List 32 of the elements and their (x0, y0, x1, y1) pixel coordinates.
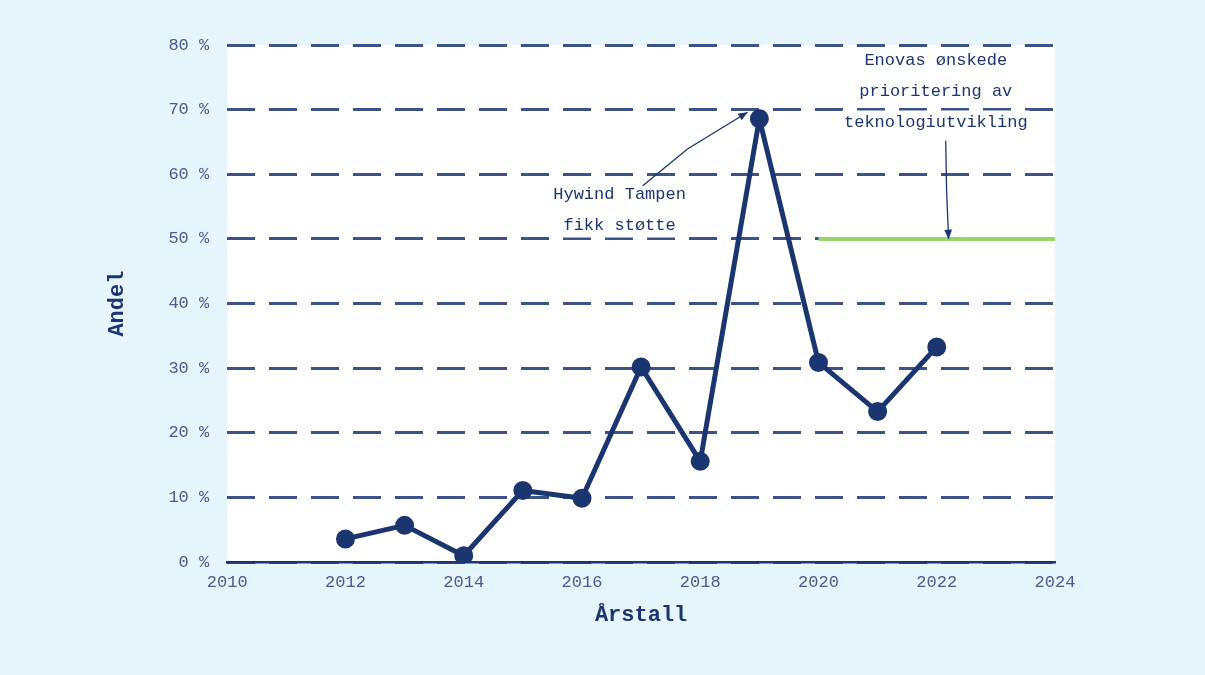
y-tick-label: 40 % (168, 294, 210, 314)
x-tick-label: 2020 (798, 572, 839, 592)
y-axis-title: Andel (104, 270, 130, 337)
point (572, 488, 592, 508)
point (395, 515, 415, 535)
y-tick-label: 80 % (168, 35, 210, 55)
point (631, 357, 651, 377)
x-tick-label: 2024 (1034, 572, 1076, 592)
x-tick-label: 2018 (679, 572, 721, 592)
y-tick-label: 30 % (168, 358, 210, 378)
x-tick-label: 2010 (206, 572, 248, 592)
x-tick-label: 2012 (325, 572, 366, 592)
point (454, 546, 474, 563)
point (690, 451, 710, 471)
point (927, 337, 947, 357)
x-tick-label: 2022 (916, 572, 958, 592)
x-tick-label: 2016 (561, 572, 603, 592)
y-tick-label: 0 % (178, 552, 210, 572)
point (513, 480, 533, 500)
annotation: Hywind Tampen fikk støtte (553, 184, 686, 235)
annotation: Enovas ønskede prioritering av teknologiutvikling (843, 51, 1028, 133)
point (749, 109, 769, 129)
x-axis-title: Årstall (594, 602, 688, 629)
y-tick-label: 20 % (168, 423, 210, 443)
y-tick-label: 60 % (168, 164, 210, 184)
y-tick-label: 70 % (168, 100, 210, 120)
point (868, 402, 888, 422)
y-tick-label: 50 % (168, 229, 210, 249)
point (808, 352, 828, 372)
point (335, 529, 355, 549)
x-tick-label: 2014 (443, 572, 485, 592)
y-tick-label: 10 % (168, 488, 210, 508)
